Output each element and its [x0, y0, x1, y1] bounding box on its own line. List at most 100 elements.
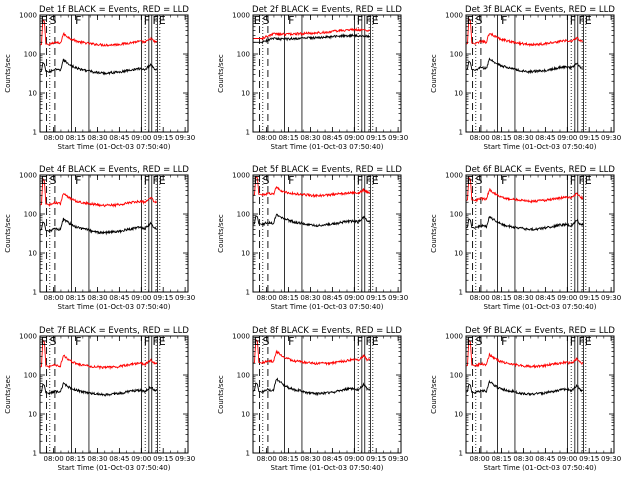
- x-axis: 08:00 08:15 08:30 08:45 09:00 09:15 09:30: [470, 175, 621, 302]
- event-marker-e: E: [41, 174, 48, 187]
- x-axis-label: Start Time (01-Oct-03 07:50:40): [484, 143, 597, 151]
- x-tick-label: 09:30: [601, 134, 621, 142]
- x-tick-label: 08:45: [535, 134, 555, 142]
- x-tick-label: 08:15: [65, 134, 85, 142]
- y-tick-label: 1: [246, 129, 250, 137]
- x-axis-label: Start Time (01-Oct-03 07:50:40): [271, 143, 384, 151]
- event-marker-e: E: [467, 14, 474, 27]
- y-tick-label: 1000: [232, 172, 250, 180]
- y-tick-label: 1: [33, 450, 37, 458]
- x-tick-label: 09:15: [366, 134, 386, 142]
- plot-frame: [252, 335, 402, 454]
- y-tick-label: 10: [454, 411, 463, 419]
- x-tick-label: 08:15: [491, 455, 511, 463]
- events-series-line: [39, 58, 158, 76]
- lld-series-line: [465, 17, 584, 48]
- events-series-line: [465, 57, 583, 75]
- y-tick-label: 1000: [19, 12, 37, 20]
- event-marker-s: S: [262, 14, 269, 27]
- plot-frame: [252, 14, 402, 133]
- y-tick-label: 10: [28, 250, 37, 258]
- x-tick-label: 08:45: [535, 294, 555, 302]
- x-axis-label: Start Time (01-Oct-03 07:50:40): [58, 303, 171, 311]
- y-axis: 1 10 100 1000: [445, 333, 614, 458]
- y-tick-label: 10: [241, 250, 250, 258]
- x-tick-label: 09:15: [153, 455, 173, 463]
- x-tick-label: 08:45: [322, 294, 342, 302]
- event-marker-f: F: [144, 174, 150, 187]
- y-axis: 1 10 100 1000: [445, 12, 614, 137]
- y-axis: 1 10 100 1000: [232, 12, 401, 137]
- plot-frame: [465, 335, 615, 454]
- event-marker-f: F: [570, 335, 576, 348]
- x-tick-label: 08:30: [87, 455, 107, 463]
- plot-frame: [39, 14, 189, 133]
- event-marker-f: F: [570, 174, 576, 187]
- lld-series-line: [253, 27, 371, 41]
- event-marker-f: F: [357, 14, 363, 27]
- event-marker-fe: FE: [365, 174, 378, 187]
- panel-title: Det 6f BLACK = Events, RED = LLD: [465, 165, 615, 175]
- x-axis: 08:00 08:15 08:30 08:45 09:00 09:15 09:30: [44, 175, 195, 302]
- y-tick-label: 100: [24, 51, 37, 59]
- plot-frame: [465, 174, 615, 293]
- panel-1: Det 1f BLACK = Events, RED = LLD Counts/s…: [4, 5, 195, 151]
- events-series-line: [39, 217, 158, 236]
- y-tick-label: 10: [28, 90, 37, 98]
- event-marker-fe: FE: [365, 14, 378, 27]
- y-tick-label: 1: [33, 289, 37, 297]
- event-lines: [46, 15, 161, 132]
- event-marker-s: S: [475, 174, 482, 187]
- lld-series-line: [252, 176, 371, 198]
- event-marker-s: S: [49, 174, 56, 187]
- y-axis-label: Counts/sec: [217, 375, 225, 414]
- x-tick-label: 09:00: [344, 294, 364, 302]
- x-axis: 08:00 08:15 08:30 08:45 09:00 09:15 09:30: [257, 15, 408, 142]
- event-marker-f: F: [501, 335, 507, 348]
- panel-title: Det 5f BLACK = Events, RED = LLD: [252, 165, 402, 175]
- event-marker-fe: FE: [578, 174, 591, 187]
- x-tick-label: 09:00: [344, 134, 364, 142]
- panel-title: Det 2f BLACK = Events, RED = LLD: [252, 5, 402, 15]
- panel-4: Det 4f BLACK = Events, RED = LLD Counts/s…: [4, 165, 195, 311]
- y-axis-label: Counts/sec: [430, 214, 438, 253]
- event-lines: [259, 15, 374, 132]
- y-tick-label: 100: [237, 211, 250, 219]
- panel-title: Det 4f BLACK = Events, RED = LLD: [39, 165, 189, 175]
- y-axis: 1 10 100 1000: [19, 333, 188, 458]
- panel-title: Det 3f BLACK = Events, RED = LLD: [465, 5, 615, 15]
- x-tick-label: 09:00: [557, 294, 577, 302]
- x-tick-label: 08:30: [513, 294, 533, 302]
- y-tick-label: 10: [454, 90, 463, 98]
- x-tick-label: 08:00: [470, 455, 490, 463]
- x-tick-label: 08:45: [322, 455, 342, 463]
- event-marker-f: F: [75, 14, 81, 27]
- x-axis: 08:00 08:15 08:30 08:45 09:00 09:15 09:30: [470, 336, 621, 463]
- panel-8: Det 8f BLACK = Events, RED = LLD Counts/s…: [217, 326, 408, 472]
- event-marker-e: E: [467, 335, 474, 348]
- event-lines: [46, 175, 161, 292]
- x-axis-label: Start Time (01-Oct-03 07:50:40): [58, 464, 171, 472]
- y-tick-label: 100: [237, 51, 250, 59]
- panel-5: Det 5f BLACK = Events, RED = LLD Counts/s…: [217, 165, 408, 311]
- x-tick-label: 09:30: [388, 455, 408, 463]
- y-tick-label: 100: [24, 211, 37, 219]
- event-marker-fe: FE: [152, 14, 165, 27]
- event-marker-f: F: [501, 14, 507, 27]
- x-tick-label: 09:15: [579, 134, 599, 142]
- panel-9: Det 9f BLACK = Events, RED = LLD Counts/s…: [430, 326, 621, 472]
- lld-series-line: [465, 339, 584, 369]
- y-axis: 1 10 100 1000: [19, 172, 188, 297]
- x-tick-label: 08:00: [257, 294, 277, 302]
- x-axis-label: Start Time (01-Oct-03 07:50:40): [484, 464, 597, 472]
- x-tick-label: 08:15: [278, 134, 298, 142]
- events-series-line: [253, 33, 371, 45]
- panel-6: Det 6f BLACK = Events, RED = LLD Counts/s…: [430, 165, 621, 311]
- y-axis-label: Counts/sec: [4, 214, 12, 253]
- event-marker-f: F: [288, 174, 294, 187]
- x-tick-label: 09:15: [366, 294, 386, 302]
- panel-title: Det 1f BLACK = Events, RED = LLD: [39, 5, 189, 15]
- x-tick-label: 08:30: [300, 455, 320, 463]
- y-tick-label: 1: [459, 450, 463, 458]
